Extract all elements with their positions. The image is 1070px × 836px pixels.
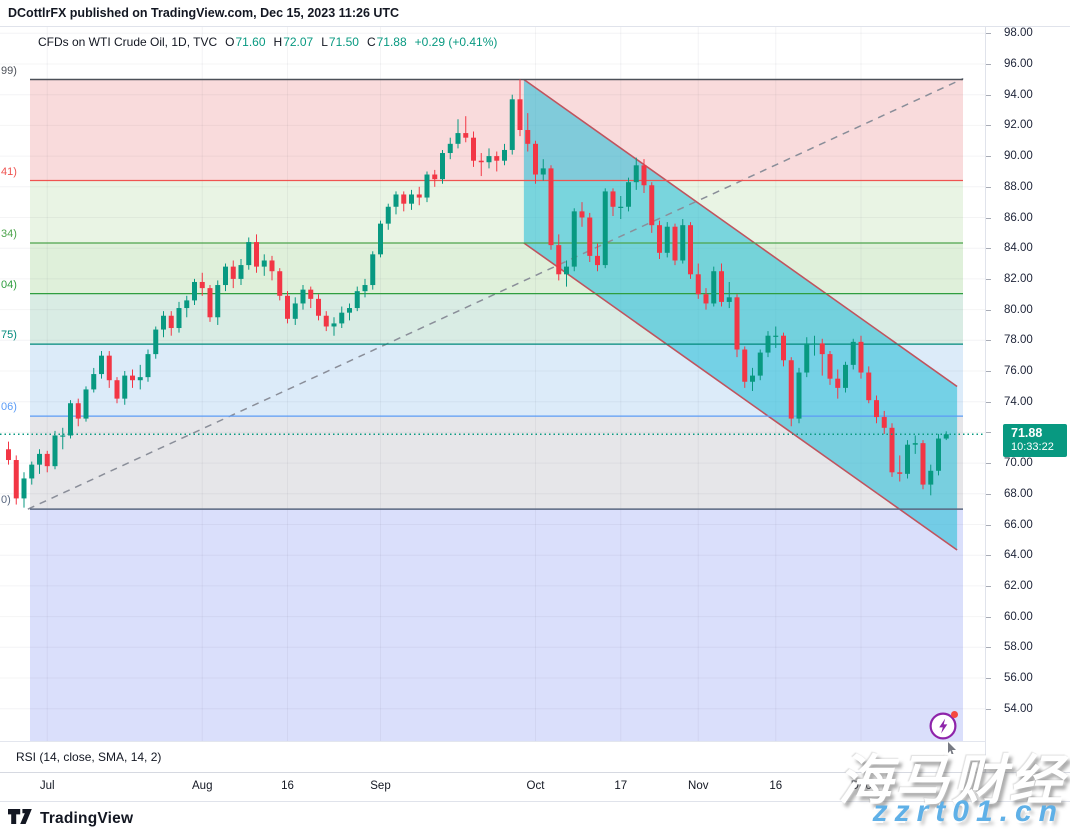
candles-layer[interactable] [6,79,949,508]
last-price-value: 71.88 [1011,426,1043,441]
price-tick-label: 54.00 [1004,702,1033,715]
attribution-text: DCottlrFX published on TradingView.com, … [8,6,400,20]
price-tick-mark [986,524,991,526]
time-tick-label: Oct [526,780,545,792]
alert-bolt-icon[interactable] [929,711,959,741]
time-tick-label: 16 [769,780,783,792]
price-tick-label: 70.00 [1004,457,1033,470]
price-tick-mark [986,401,991,403]
footer: TradingView [0,801,1070,836]
time-tick-label: 16 [281,780,294,792]
price-tick-mark [986,278,991,280]
price-tick-mark [986,555,991,557]
price-tick-label: 58.00 [1004,641,1033,654]
legend-close: C 71.88 [366,35,407,49]
price-tick-label: 92.00 [1004,119,1033,132]
time-tick-label: 17 [614,780,628,792]
tradingview-wordmark[interactable]: TradingView [40,810,134,827]
level-price-label-fragment: 0) [1,494,11,507]
price-tick-mark [986,432,991,434]
price-tick-mark [986,94,991,96]
attribution-bar: DCottlrFX published on TradingView.com, … [0,0,1070,27]
time-tick-label: Dec [850,780,872,792]
grid-layer [0,27,985,741]
alert-notification-dot [951,711,958,718]
level-price-label-fragment: 99) [1,64,17,77]
legend-high: H 72.07 [273,35,314,49]
price-tick-label: 98.00 [1004,27,1033,40]
price-tick-label: 62.00 [1004,579,1033,592]
legend-change: +0.29 (+0.41%) [414,35,498,49]
price-tick-mark [986,647,991,649]
time-axis[interactable]: Jul Aug 16 Sep Oct 17 Nov 16 Dec [0,772,1070,801]
price-tick-mark [986,309,991,311]
price-tick-mark [986,493,991,495]
symbol-title[interactable]: CFDs on WTI Crude Oil, 1D, TVC [38,35,218,49]
last-price-label: 71.88 10:33:22 [1003,424,1067,458]
price-tick-label: 84.00 [1004,242,1033,255]
price-tick-mark [986,585,991,587]
price-tick-label: 76.00 [1004,365,1033,377]
price-tick-mark [986,125,991,127]
level-price-label-fragment: 34) [1,227,17,240]
price-tick-mark [986,340,991,342]
legend-low: L 71.50 [321,35,359,49]
price-tick-mark [986,156,991,158]
time-tick-label: Nov [688,780,709,792]
price-chart-canvas[interactable] [0,27,985,741]
mouse-cursor [947,741,957,759]
level-price-label-fragment: 41) [1,165,17,178]
price-tick-label: 68.00 [1004,487,1033,500]
rsi-pane: RSI (14, close, SMA, 14, 2) [0,741,1070,773]
price-tick-label: 82.00 [1004,272,1033,285]
price-axis[interactable]: 98.00 96.00 94.00 92.00 90.00 88.00 86.00 84.00… [985,27,1070,772]
level-price-label-fragment: 04) [1,278,17,291]
price-tick-mark [986,463,991,465]
price-tick-label: 60.00 [1004,610,1033,623]
level-price-label-fragment: 06) [1,401,17,414]
price-tick-mark [986,33,991,35]
time-tick-label: Aug [192,780,213,792]
legend-open: O 71.60 [225,35,266,49]
price-tick-label: 78.00 [1004,334,1033,347]
price-tick-label: 94.00 [1004,88,1033,101]
level-price-label-fragment: 75) [1,329,17,342]
level-lines-layer [30,78,963,510]
price-tick-mark [986,64,991,65]
time-tick-label: Sep [370,780,391,792]
price-tick-label: 74.00 [1004,395,1033,408]
price-tick-mark [986,708,991,710]
price-tick-mark [986,248,991,250]
tradingview-logo-icon[interactable] [8,808,33,830]
price-tick-mark [986,616,991,618]
price-tick-mark [986,217,991,219]
price-tick-label: 90.00 [1004,150,1033,163]
price-tick-mark [986,371,991,372]
bar-countdown: 10:33:22 [1011,441,1054,454]
rsi-indicator-label[interactable]: RSI (14, close, SMA, 14, 2) [16,750,162,764]
price-tick-label: 86.00 [1004,211,1033,224]
price-tick-mark [986,186,991,188]
price-tick-label: 66.00 [1004,518,1033,531]
price-tick-label: 80.00 [1004,303,1033,316]
price-tick-label: 88.00 [1004,180,1033,193]
price-tick-label: 56.00 [1004,672,1033,684]
dashed-trendline-drawing [27,77,964,510]
price-tick-label: 96.00 [1004,58,1033,70]
price-tick-mark [986,678,991,679]
time-tick-label: Jul [39,780,55,792]
price-tick-label: 64.00 [1004,549,1033,562]
